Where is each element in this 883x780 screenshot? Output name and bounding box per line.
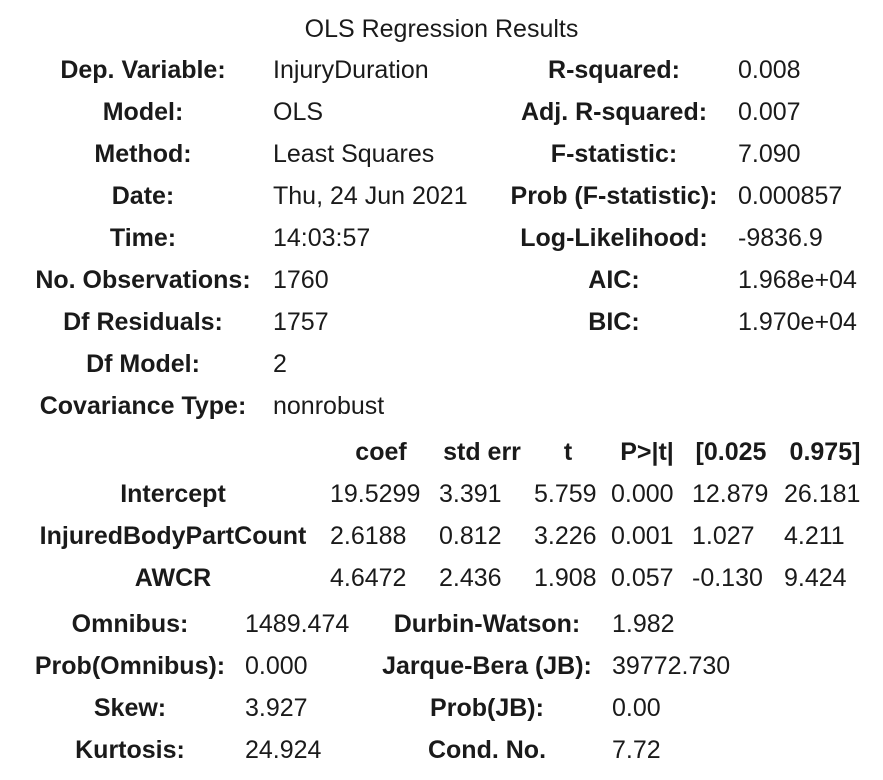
- summary-label: Method:: [94, 140, 192, 168]
- coef-cell: 3.391: [439, 480, 502, 508]
- diagnostic-label: Skew:: [93, 694, 167, 722]
- diagnostic-value: 1489.474: [245, 610, 350, 638]
- diagnostic-value: 0.00: [612, 694, 661, 722]
- coef-cell: 3.226: [534, 522, 597, 550]
- summary-value: -9836.9: [738, 224, 823, 252]
- coef-header: P>|t|: [620, 438, 674, 466]
- summary-label: Covariance Type:: [39, 392, 247, 420]
- summary-value: OLS: [273, 98, 324, 126]
- summary-label: Df Residuals:: [63, 308, 223, 336]
- coef-cell: 4.6472: [330, 564, 407, 592]
- coef-header: coef: [355, 438, 407, 466]
- coef-header: 0.975]: [789, 438, 861, 466]
- results-title: OLS Regression Results: [304, 15, 579, 43]
- coef-cell: 26.181: [784, 480, 861, 508]
- summary-label: Adj. R-squared:: [520, 98, 708, 126]
- coef-row-name: Intercept: [120, 480, 226, 508]
- coef-cell: 4.211: [784, 522, 845, 550]
- summary-value: 1.970e+04: [738, 308, 857, 336]
- summary-label: F-statistic:: [550, 140, 678, 168]
- coef-cell: 1.908: [534, 564, 597, 592]
- summary-value: 1757: [273, 308, 329, 336]
- coef-row-name: AWCR: [134, 564, 212, 592]
- summary-label: Date:: [111, 182, 175, 210]
- coef-cell: 19.5299: [330, 480, 421, 508]
- diagnostic-label: Omnibus:: [71, 610, 189, 638]
- summary-label: BIC:: [588, 308, 640, 336]
- summary-label: Dep. Variable:: [60, 56, 226, 84]
- coef-cell: 0.001: [611, 522, 674, 550]
- coef-cell: 0.812: [439, 522, 502, 550]
- summary-value: 1760: [273, 266, 329, 294]
- diagnostic-label: Prob(Omnibus):: [34, 652, 226, 680]
- summary-label: Df Model:: [86, 350, 200, 378]
- coef-header: [0.025: [695, 438, 767, 466]
- summary-value: 0.000857: [738, 182, 843, 210]
- coef-header: t: [563, 438, 573, 466]
- coef-cell: 12.879: [692, 480, 769, 508]
- coef-row-name: InjuredBodyPartCount: [39, 522, 307, 550]
- coef-cell: 1.027: [692, 522, 755, 550]
- summary-value: 0.007: [738, 98, 801, 126]
- coef-cell: 2.6188: [330, 522, 407, 550]
- coef-cell: 5.759: [534, 480, 597, 508]
- summary-value: 0.008: [738, 56, 801, 84]
- summary-label: Model:: [102, 98, 184, 126]
- coef-cell: 2.436: [439, 564, 502, 592]
- summary-value: 2: [273, 350, 287, 378]
- diagnostic-value: 0.000: [245, 652, 308, 680]
- diagnostic-label: Prob(JB):: [430, 694, 544, 722]
- diagnostic-label: Jarque-Bera (JB):: [382, 652, 592, 680]
- diagnostic-label: Kurtosis:: [75, 736, 185, 764]
- diagnostic-label: Durbin-Watson:: [393, 610, 581, 638]
- coef-cell: -0.130: [692, 564, 763, 592]
- diagnostic-label: Cond. No.: [427, 736, 547, 764]
- diagnostic-value: 24.924: [245, 736, 322, 764]
- coef-header: std err: [443, 438, 521, 466]
- coef-cell: 0.000: [611, 480, 674, 508]
- summary-value: Thu, 24 Jun 2021: [273, 182, 468, 210]
- summary-label: Time:: [109, 224, 177, 252]
- diagnostic-value: 1.982: [612, 610, 675, 638]
- coef-cell: 9.424: [784, 564, 847, 592]
- summary-value: nonrobust: [273, 392, 385, 420]
- summary-label: AIC:: [588, 266, 640, 294]
- summary-label: Prob (F-statistic):: [510, 182, 718, 210]
- summary-label: Log-Likelihood:: [520, 224, 708, 252]
- coef-cell: 0.057: [611, 564, 674, 592]
- summary-value: 14:03:57: [273, 224, 371, 252]
- diagnostic-value: 39772.730: [612, 652, 731, 680]
- summary-label: No. Observations:: [35, 266, 251, 294]
- diagnostic-value: 7.72: [612, 736, 661, 764]
- summary-label: R-squared:: [548, 56, 680, 84]
- diagnostic-value: 3.927: [245, 694, 308, 722]
- summary-value: Least Squares: [273, 140, 435, 168]
- summary-value: InjuryDuration: [273, 56, 429, 84]
- summary-value: 1.968e+04: [738, 266, 857, 294]
- summary-value: 7.090: [738, 140, 801, 168]
